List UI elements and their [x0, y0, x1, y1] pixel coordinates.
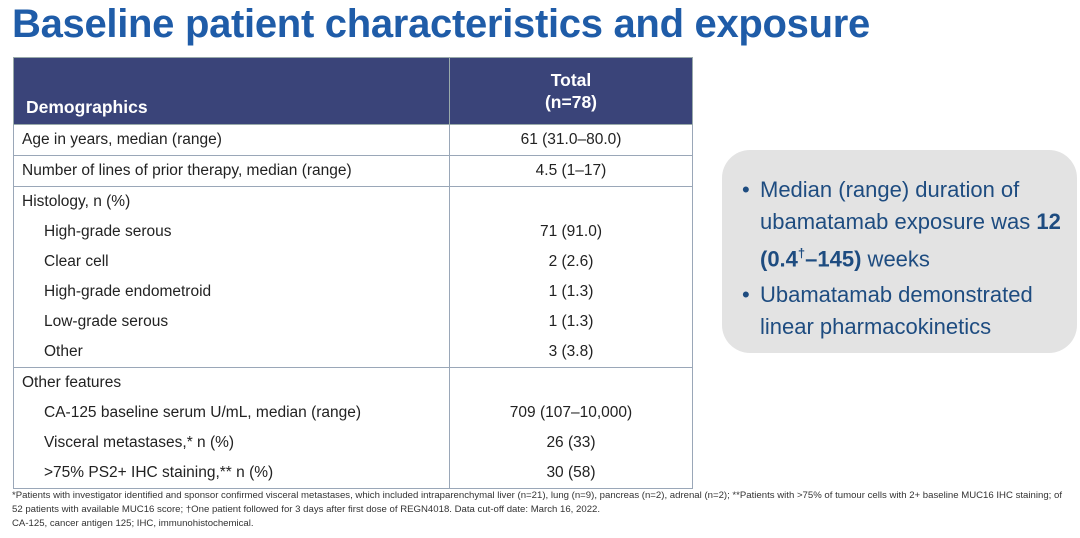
- row-label: Other features: [13, 367, 450, 398]
- row-value: 1 (1.3): [449, 307, 693, 337]
- row-label: High-grade serous: [13, 217, 450, 247]
- table-row: >75% PS2+ IHC staining,** n (%) 30 (58): [13, 458, 693, 489]
- row-label: Age in years, median (range): [13, 124, 450, 156]
- table-row: CA-125 baseline serum U/mL, median (rang…: [13, 398, 693, 428]
- row-label: Other: [13, 337, 450, 368]
- row-value: 61 (31.0–80.0): [449, 124, 693, 156]
- table-row: Clear cell 2 (2.6): [13, 247, 693, 277]
- table-row: Visceral metastases,* n (%) 26 (33): [13, 428, 693, 458]
- bullet-exposure: Median (range) duration of ubamatamab ex…: [742, 174, 1077, 275]
- table-row: Other 3 (3.8): [13, 337, 693, 368]
- row-value: 3 (3.8): [449, 337, 693, 368]
- table-row: Age in years, median (range) 61 (31.0–80.…: [13, 124, 693, 156]
- row-value: 2 (2.6): [449, 247, 693, 277]
- table-row: High-grade serous 71 (91.0): [13, 217, 693, 247]
- bullet-pharmacokinetics: Ubamatamab demonstrated linear pharmacok…: [742, 279, 1077, 343]
- row-label: Clear cell: [13, 247, 450, 277]
- table-row: Other features: [13, 367, 693, 398]
- table-row: Histology, n (%): [13, 186, 693, 217]
- row-value: 4.5 (1–17): [449, 155, 693, 187]
- footnote-main: *Patients with investigator identified a…: [12, 490, 1062, 515]
- row-value: 30 (58): [449, 458, 693, 489]
- row-label: Visceral metastases,* n (%): [13, 428, 450, 458]
- row-label: Histology, n (%): [13, 186, 450, 217]
- row-label: Number of lines of prior therapy, median…: [13, 155, 450, 187]
- exposure-callout: Median (range) duration of ubamatamab ex…: [722, 150, 1077, 353]
- row-value: 26 (33): [449, 428, 693, 458]
- row-value: [449, 186, 693, 217]
- row-label: Low-grade serous: [13, 307, 450, 337]
- header-demographics: Demographics: [13, 57, 450, 125]
- row-value: [449, 367, 693, 398]
- row-value: 1 (1.3): [449, 277, 693, 307]
- table-row: Low-grade serous 1 (1.3): [13, 307, 693, 337]
- slide-title: Baseline patient characteristics and exp…: [12, 2, 870, 46]
- footnotes: *Patients with investigator identified a…: [12, 489, 1072, 531]
- row-value: 71 (91.0): [449, 217, 693, 247]
- row-label: CA-125 baseline serum U/mL, median (rang…: [13, 398, 450, 428]
- footnote-abbreviations: CA-125, cancer antigen 125; IHC, immunoh…: [12, 518, 254, 529]
- table-row: Number of lines of prior therapy, median…: [13, 155, 693, 187]
- header-total: Total (n=78): [449, 57, 693, 125]
- row-value: 709 (107–10,000): [449, 398, 693, 428]
- table-row: High-grade endometroid 1 (1.3): [13, 277, 693, 307]
- demographics-table: Demographics Total (n=78) Age in years, m…: [13, 57, 693, 489]
- row-label: >75% PS2+ IHC staining,** n (%): [13, 458, 450, 489]
- row-label: High-grade endometroid: [13, 277, 450, 307]
